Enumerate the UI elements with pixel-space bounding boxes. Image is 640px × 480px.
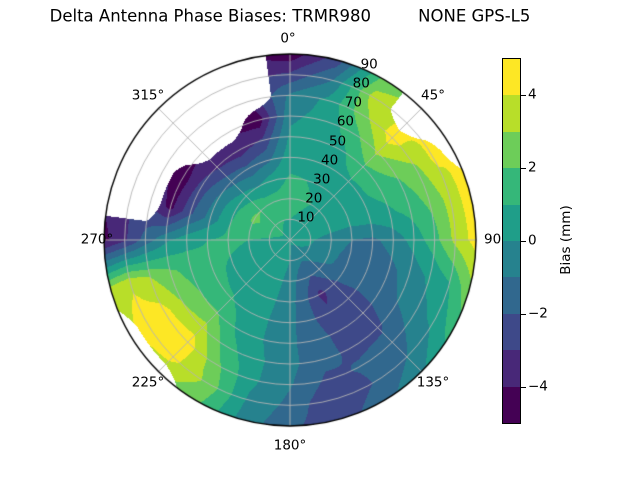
colorbar-tick-label: 2 — [528, 159, 537, 176]
radial-tick-label-70: 70 — [344, 94, 362, 111]
radial-tick-label-20: 20 — [305, 190, 323, 207]
colorbar-band-2 — [503, 313, 520, 351]
colorbar-tick-label: 0 — [528, 232, 537, 249]
colorbar-tick — [521, 241, 526, 242]
colorbar-band-1 — [503, 350, 520, 387]
colorbar-axis-label: Bias (mm) — [558, 205, 574, 275]
radial-tick-label-80: 80 — [352, 75, 370, 92]
colorbar-tick — [521, 314, 526, 316]
colorbar-band-9 — [503, 59, 520, 96]
colorbar-tick-label: 4 — [528, 85, 537, 102]
colorbar-tick-label: −2 — [528, 305, 548, 322]
theta-label-135: 135° — [416, 374, 450, 391]
chart-title: Delta Antenna Phase Biases: TRMR980 NONE… — [49, 6, 531, 26]
colorbar-tick — [521, 167, 526, 169]
colorbar-band-3 — [503, 277, 520, 314]
theta-label-0: 0° — [280, 30, 296, 47]
theta-label-225: 225° — [131, 374, 165, 391]
radial-tick-label-40: 40 — [321, 151, 339, 168]
colorbar-band-4 — [503, 240, 520, 278]
polar-contour-plot — [102, 52, 478, 428]
theta-label-180: 180° — [273, 437, 307, 454]
theta-label-270: 270° — [80, 231, 114, 248]
colorbar-band-0 — [503, 386, 520, 423]
colorbar-band-7 — [503, 131, 520, 169]
theta-label-45: 45° — [421, 87, 445, 104]
theta-label-315: 315° — [131, 87, 165, 104]
colorbar — [502, 58, 521, 424]
colorbar-tick — [521, 387, 526, 389]
radial-tick-label-50: 50 — [328, 132, 347, 149]
theta-label-90: 90° — [484, 231, 508, 248]
radial-tick-label-60: 60 — [336, 113, 355, 130]
radial-tick-label-90: 90 — [360, 56, 378, 73]
colorbar-band-6 — [503, 168, 520, 205]
colorbar-tick — [521, 94, 526, 96]
radial-tick-label-30: 30 — [313, 170, 331, 187]
colorbar-band-8 — [503, 95, 520, 132]
colorbar-band-5 — [503, 204, 520, 241]
colorbar-tick-label: −4 — [528, 378, 548, 395]
radial-tick-label-10: 10 — [297, 209, 315, 226]
